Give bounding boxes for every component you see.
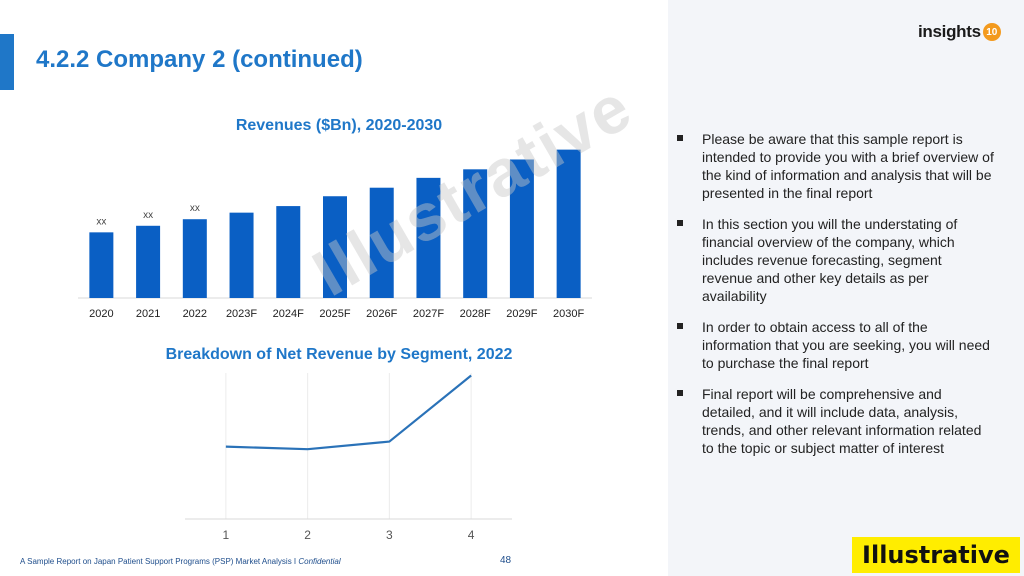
bar-2022 bbox=[182, 219, 207, 298]
bar-2023F bbox=[229, 212, 254, 298]
bar-2030F bbox=[556, 149, 581, 298]
bar-2024F bbox=[276, 206, 301, 298]
title-accent-bar bbox=[0, 34, 14, 90]
x-tick-label: 2023F bbox=[226, 308, 257, 320]
x-tick-label: 2030F bbox=[553, 308, 584, 320]
x-tick-label: 1 bbox=[223, 528, 230, 542]
x-tick-label: 2026F bbox=[366, 308, 397, 320]
logo-badge: 10 bbox=[982, 23, 1001, 41]
footer-confidential: Confidential bbox=[298, 557, 341, 566]
logo-text: insights bbox=[918, 22, 981, 41]
bar-2021 bbox=[136, 225, 161, 298]
bar-2025F bbox=[323, 196, 347, 298]
bar-2027F bbox=[416, 177, 441, 298]
revenue-chart-title: Revenues ($Bn), 2020-2030 bbox=[235, 117, 443, 134]
x-tick-label: 2020 bbox=[89, 308, 113, 320]
revenue-bar-chart: 2020 xx 2021 xx 2022 xx 2023F 2024F 2025F 2026F 20… bbox=[78, 149, 592, 320]
x-tick-label: 2024F bbox=[273, 308, 304, 320]
bullet-item: In this section you will the understatin… bbox=[676, 215, 996, 305]
right-panel bbox=[668, 0, 1024, 576]
x-tick-label: 2021 bbox=[136, 308, 160, 320]
segment-line-chart: 1 2 3 4 bbox=[185, 373, 512, 542]
illustrative-badge: Illustrative bbox=[852, 537, 1020, 573]
bullet-list: Please be aware that this sample report … bbox=[676, 130, 996, 470]
bar-2020 bbox=[89, 232, 114, 298]
bar-2029F bbox=[509, 159, 534, 298]
x-tick-label: 2 bbox=[304, 528, 311, 542]
insights10-logo: insights 10 bbox=[918, 22, 1001, 42]
x-tick-label: 4 bbox=[468, 528, 475, 542]
x-tick-label: 2025F bbox=[319, 308, 350, 320]
footer-text: A Sample Report on Japan Patient Support… bbox=[20, 557, 341, 566]
bar-2028F bbox=[463, 169, 488, 298]
segment-chart-title: Breakdown of Net Revenue by Segment, 202… bbox=[165, 346, 513, 363]
bullet-text: Final report will be comprehensive and d… bbox=[702, 386, 982, 456]
bar-2026F bbox=[369, 187, 394, 298]
bullet-text: In order to obtain access to all of the … bbox=[702, 319, 990, 371]
bullet-square-icon bbox=[677, 220, 683, 226]
bar-data-label: xx bbox=[96, 216, 106, 227]
bullet-square-icon bbox=[677, 390, 683, 396]
x-tick-label: 2029F bbox=[506, 308, 537, 320]
bullet-item: In order to obtain access to all of the … bbox=[676, 318, 996, 372]
bullet-square-icon bbox=[677, 135, 683, 141]
x-tick-label: 2028F bbox=[460, 308, 491, 320]
bar-data-label: xx bbox=[190, 203, 200, 214]
bullet-square-icon bbox=[677, 323, 683, 329]
footer-report-name: A Sample Report on Japan Patient Support… bbox=[20, 557, 299, 566]
x-tick-label: 3 bbox=[386, 528, 393, 542]
page-number: 48 bbox=[500, 555, 512, 566]
bullet-item: Final report will be comprehensive and d… bbox=[676, 385, 996, 457]
bullet-text: Please be aware that this sample report … bbox=[702, 131, 994, 201]
bullet-text: In this section you will the understatin… bbox=[702, 216, 958, 304]
bullet-item: Please be aware that this sample report … bbox=[676, 130, 996, 202]
x-tick-label: 2022 bbox=[183, 308, 207, 320]
x-tick-label: 2027F bbox=[413, 308, 444, 320]
segment-line-series bbox=[225, 374, 472, 451]
bar-data-label: xx bbox=[143, 210, 153, 221]
page-title: 4.2.2 Company 2 (continued) bbox=[36, 46, 363, 73]
